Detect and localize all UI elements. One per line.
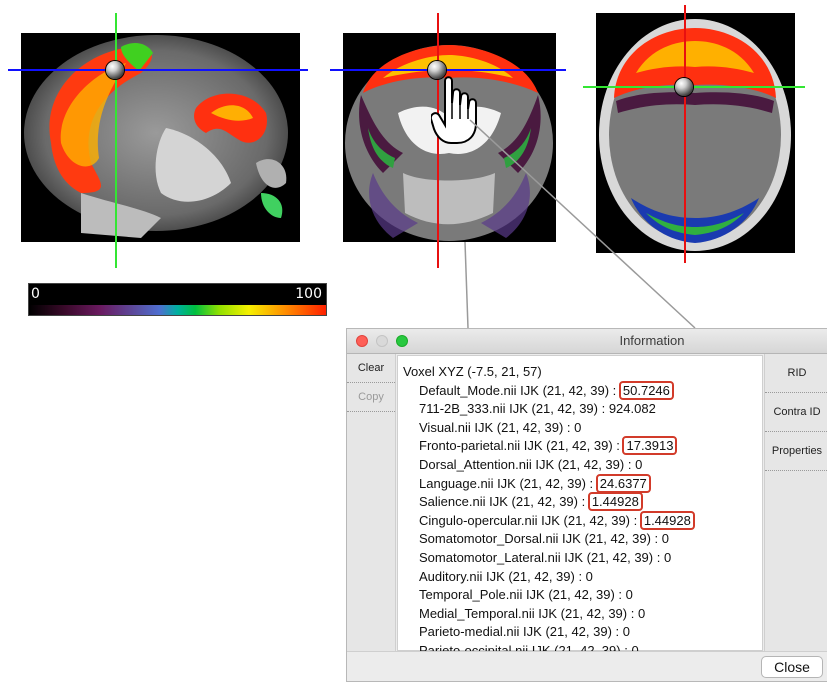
atlas-value: 0 xyxy=(625,587,633,603)
atlas-file-label: Somatomotor_Lateral.nii IJK (21, 42, 39)… xyxy=(419,549,664,565)
hand-cursor-icon xyxy=(431,76,477,144)
atlas-value: 0 xyxy=(574,419,582,435)
axial-brain-image xyxy=(599,19,791,251)
voxel-info-text[interactable]: Voxel XYZ (-7.5, 21, 57) Default_Mode.ni… xyxy=(397,355,763,658)
colorbar-min-label: 0 xyxy=(31,286,40,302)
atlas-value-line: Somatomotor_Dorsal.nii IJK (21, 42, 39) … xyxy=(403,530,762,549)
atlas-value-line: Visual.nii IJK (21, 42, 39) : 0 xyxy=(403,419,762,438)
window-close-icon[interactable] xyxy=(356,335,368,347)
highlighted-atlas-value: 1.44928 xyxy=(639,510,695,530)
atlas-value-line: Auditory.nii IJK (21, 42, 39) : 0 xyxy=(403,568,762,587)
right-button-column: RID Contra ID Properties xyxy=(764,354,827,654)
highlighted-atlas-value: 50.7246 xyxy=(618,380,674,400)
copy-button[interactable]: Copy xyxy=(347,383,395,412)
coronal-vertical-crosshair xyxy=(437,13,439,268)
axial-view[interactable] xyxy=(596,13,795,253)
window-maximize-icon[interactable] xyxy=(396,335,408,347)
atlas-file-label: Default_Mode.nii IJK (21, 42, 39) : xyxy=(419,382,620,398)
atlas-value: 0 xyxy=(622,624,630,640)
atlas-file-label: Auditory.nii IJK (21, 42, 39) : xyxy=(419,568,586,584)
atlas-value-line: 711-2B_333.nii IJK (21, 42, 39) : 924.08… xyxy=(403,400,762,419)
axial-crosshair-handle[interactable] xyxy=(675,78,693,96)
atlas-file-label: Dorsal_Attention.nii IJK (21, 42, 39) : xyxy=(419,456,636,472)
axial-horizontal-crosshair xyxy=(583,86,805,88)
atlas-file-label: Temporal_Pole.nii IJK (21, 42, 39) : xyxy=(419,587,626,603)
atlas-value-line: Default_Mode.nii IJK (21, 42, 39) : 50.7… xyxy=(403,380,762,401)
highlighted-atlas-value: 1.44928 xyxy=(587,492,643,512)
atlas-value: 0 xyxy=(585,568,593,584)
window-bottom-bar xyxy=(347,651,827,681)
atlas-value-line: Dorsal_Attention.nii IJK (21, 42, 39) : … xyxy=(403,456,762,475)
information-window: Information Clear Copy Voxel XYZ (-7.5, … xyxy=(346,328,827,682)
window-title: Information xyxy=(619,333,685,348)
clear-button[interactable]: Clear xyxy=(347,354,395,383)
atlas-file-label: Visual.nii IJK (21, 42, 39) : xyxy=(419,419,575,435)
atlas-file-label: Salience.nii IJK (21, 42, 39) : xyxy=(419,494,589,510)
colorbar-max-label: 100 xyxy=(295,286,322,302)
atlas-value: 0 xyxy=(661,531,670,547)
highlighted-atlas-value: 17.3913 xyxy=(622,436,678,456)
sagittal-crosshair-handle[interactable] xyxy=(106,61,124,79)
atlas-value-line: Somatomotor_Lateral.nii IJK (21, 42, 39)… xyxy=(403,549,762,568)
atlas-file-label: Fronto-parietal.nii IJK (21, 42, 39) : xyxy=(419,438,624,454)
coronal-horizontal-crosshair xyxy=(330,69,566,71)
sagittal-horizontal-crosshair xyxy=(8,69,308,71)
atlas-value-line: Cingulo-opercular.nii IJK (21, 42, 39) :… xyxy=(403,510,762,531)
atlas-file-label: Somatomotor_Dorsal.nii IJK (21, 42, 39) … xyxy=(419,531,662,547)
sagittal-vertical-crosshair xyxy=(115,13,117,268)
left-button-column: Clear Copy xyxy=(347,354,396,654)
sagittal-view[interactable] xyxy=(21,33,300,242)
atlas-value: 0 xyxy=(635,456,643,472)
highlighted-atlas-value: 24.6377 xyxy=(595,473,651,493)
atlas-file-label: Cingulo-opercular.nii IJK (21, 42, 39) : xyxy=(419,512,641,528)
sagittal-brain-image xyxy=(24,35,288,238)
atlas-value: 0 xyxy=(637,605,646,621)
colorbar-gradient xyxy=(29,305,326,315)
properties-button[interactable]: Properties xyxy=(765,432,827,471)
atlas-value-list: Default_Mode.nii IJK (21, 42, 39) : 50.7… xyxy=(403,380,762,661)
atlas-file-label: Language.nii IJK (21, 42, 39) : xyxy=(419,475,597,491)
rid-button[interactable]: RID xyxy=(765,354,827,393)
atlas-value: 0 xyxy=(663,549,672,565)
colorbar: 0 100 xyxy=(28,283,327,316)
atlas-value-line: Language.nii IJK (21, 42, 39) : 24.6377 xyxy=(403,473,762,494)
close-button[interactable]: Close xyxy=(761,656,823,678)
atlas-file-label: Parieto-medial.nii IJK (21, 42, 39) : xyxy=(419,624,623,640)
coronal-crosshair-handle[interactable] xyxy=(428,61,446,79)
atlas-value-line: Salience.nii IJK (21, 42, 39) : 1.44928 xyxy=(403,492,762,512)
atlas-value-line: Fronto-parietal.nii IJK (21, 42, 39) : 1… xyxy=(403,436,762,456)
atlas-value: 924.082 xyxy=(608,401,656,417)
voxel-coordinate-line: Voxel XYZ (-7.5, 21, 57) xyxy=(403,364,542,379)
atlas-file-label: 711-2B_333.nii IJK (21, 42, 39) : xyxy=(419,401,609,417)
atlas-value-line: Medial_Temporal.nii IJK (21, 42, 39) : 0 xyxy=(403,605,762,624)
window-minimize-icon[interactable] xyxy=(376,335,388,347)
contra-id-button[interactable]: Contra ID xyxy=(765,393,827,432)
atlas-value-line: Parieto-medial.nii IJK (21, 42, 39) : 0 xyxy=(403,623,762,642)
atlas-value: 0 xyxy=(631,643,638,658)
atlas-value-line: Temporal_Pole.nii IJK (21, 42, 39) : 0 xyxy=(403,586,762,605)
window-titlebar[interactable]: Information xyxy=(347,329,827,354)
axial-vertical-crosshair xyxy=(684,5,686,263)
atlas-file-label: Medial_Temporal.nii IJK (21, 42, 39) : xyxy=(419,605,638,621)
